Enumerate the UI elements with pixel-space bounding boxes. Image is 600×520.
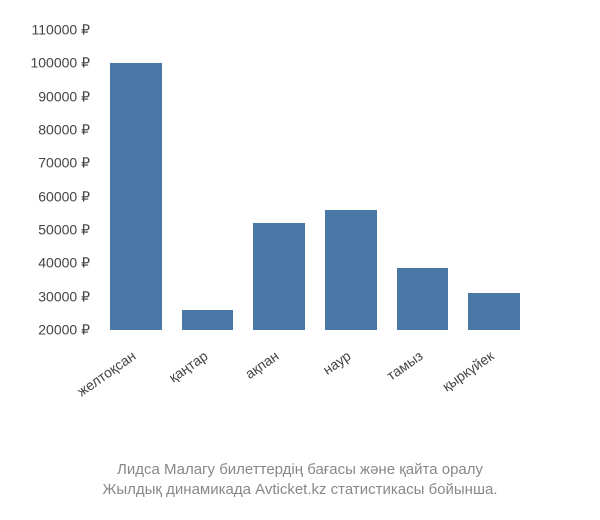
x-axis-ticks: желтоқсан қаңтар ақпан наур тамыз қыркүйек [100, 340, 530, 400]
x-tick-label: желтоқсан [129, 347, 138, 360]
bar [182, 310, 234, 330]
x-tick-label: қаңтар [201, 347, 210, 360]
bar [468, 293, 520, 330]
y-tick-label: 110000 ₽ [32, 22, 90, 39]
x-tick-label: наур [344, 347, 353, 360]
x-tick-label: ақпан [273, 347, 282, 360]
y-axis-ticks: 20000 ₽30000 ₽40000 ₽50000 ₽60000 ₽70000… [0, 30, 95, 330]
bar [253, 223, 305, 330]
y-tick-label: 20000 ₽ [38, 322, 90, 339]
caption-line-1: Лидса Малагу билеттердің бағасы және қай… [117, 461, 483, 478]
y-tick-label: 50000 ₽ [38, 222, 90, 239]
caption-line-2: Жылдық динамикада Avticket.kz статистика… [103, 481, 498, 498]
y-tick-label: 100000 ₽ [30, 55, 90, 72]
y-tick-label: 80000 ₽ [38, 122, 90, 139]
bar [110, 63, 162, 330]
y-tick-label: 60000 ₽ [38, 188, 90, 205]
price-bar-chart: 20000 ₽ 30000 ₽ 40000 ₽ 50000 ₽ 60000 ₽ 70000… [0, 20, 560, 400]
plot-area [100, 30, 530, 330]
y-tick-label: 90000 ₽ [38, 88, 90, 105]
x-tick-label: тамыз [416, 347, 425, 360]
bar [325, 210, 377, 330]
chart-caption: Лидса Малагу билеттердің бағасы және қай… [0, 460, 600, 501]
y-tick-label: 40000 ₽ [38, 255, 90, 272]
bar [397, 268, 449, 330]
x-tick-label: қыркүйек [488, 347, 497, 360]
y-tick-label: 70000 ₽ [38, 155, 90, 172]
y-tick-label: 30000 ₽ [38, 288, 90, 305]
